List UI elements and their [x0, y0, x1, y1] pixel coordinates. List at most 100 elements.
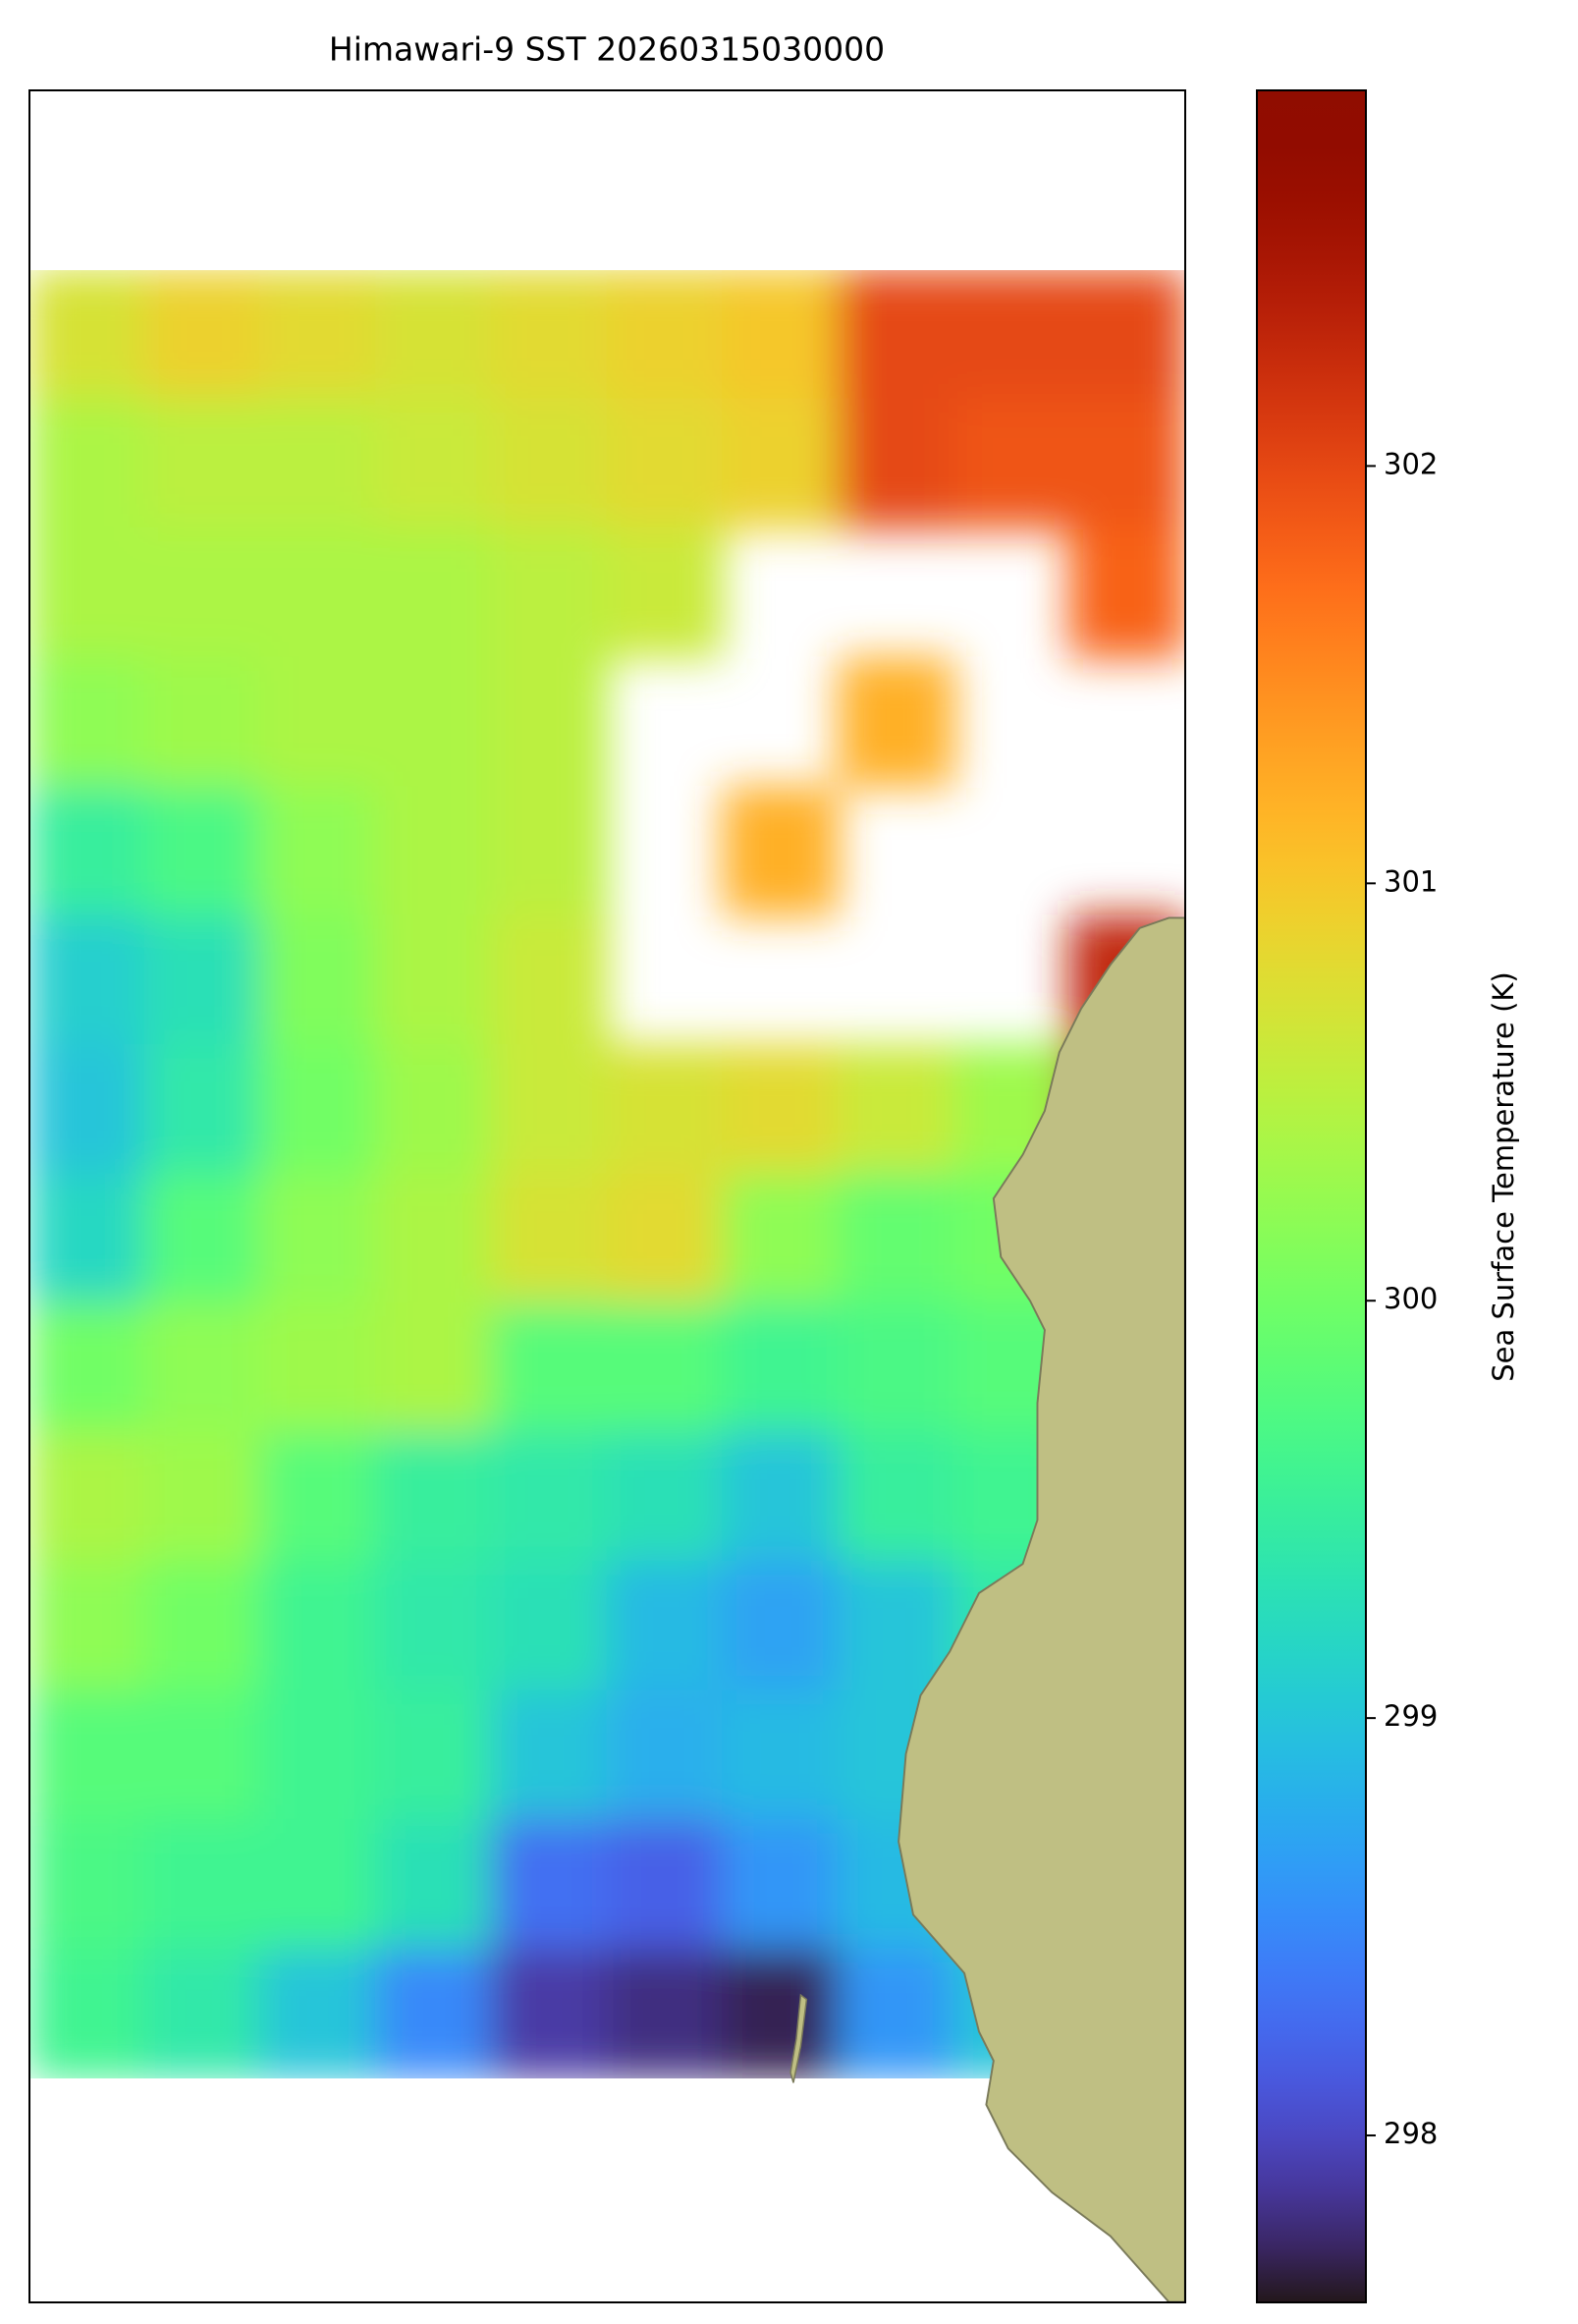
sst-cell	[143, 656, 262, 788]
sst-cell	[722, 1302, 840, 1434]
sst-cell	[490, 656, 609, 788]
sst-cell	[375, 656, 493, 788]
sst-cell	[490, 1044, 609, 1176]
sst-cell	[259, 914, 378, 1046]
sst-cell	[490, 1948, 609, 2078]
sst-cell	[29, 527, 146, 659]
sst-cell	[375, 1431, 493, 1563]
sst-cell	[29, 914, 146, 1046]
sst-cell	[606, 270, 725, 401]
sst-cell	[29, 1819, 146, 1951]
colorbar-tick-label: 298	[1384, 2117, 1438, 2150]
sst-cell	[143, 914, 262, 1046]
sst-cell	[29, 786, 146, 917]
sst-cell	[375, 914, 493, 1046]
sst-cell	[375, 398, 493, 529]
sst-cell	[29, 656, 146, 788]
sst-cell	[952, 398, 1071, 529]
sst-cell	[29, 1948, 146, 2078]
sst-cell	[143, 527, 262, 659]
sst-cell	[837, 1044, 955, 1176]
sst-cell	[259, 1948, 378, 2078]
sst-cell	[259, 527, 378, 659]
sst-cell	[606, 1044, 725, 1176]
sst-cell	[143, 1819, 262, 1951]
sst-cell	[722, 1044, 840, 1176]
sst-cell	[259, 1044, 378, 1176]
sst-cell	[29, 270, 146, 401]
sst-cell	[722, 1689, 840, 1821]
sst-cell	[606, 1689, 725, 1821]
colorbar-tick-label: 299	[1384, 1699, 1438, 1733]
sst-cell	[375, 1689, 493, 1821]
sst-cell	[722, 1173, 840, 1304]
sst-cell	[722, 1819, 840, 1951]
sst-cell	[722, 398, 840, 529]
sst-cell	[375, 1561, 493, 1692]
sst-cell	[490, 1431, 609, 1563]
sst-cell	[375, 1302, 493, 1434]
sst-cell	[375, 1044, 493, 1176]
sst-cell	[259, 656, 378, 788]
sst-cell	[606, 1561, 725, 1692]
chart-title: Himawari-9 SST 20260315030000	[329, 30, 885, 69]
coastline	[898, 916, 1186, 2303]
sst-cell	[259, 1173, 378, 1304]
sst-cell	[259, 1302, 378, 1434]
sst-cell	[143, 1173, 262, 1304]
sst-cell	[837, 398, 955, 529]
sst-cell	[29, 1431, 146, 1563]
sst-cell	[259, 786, 378, 917]
sst-cell	[952, 270, 1071, 401]
sst-cell	[722, 1431, 840, 1563]
sst-cell	[490, 527, 609, 659]
sst-cell	[259, 1561, 378, 1692]
sst-cell	[722, 1948, 840, 2078]
sst-cell	[143, 1689, 262, 1821]
sst-cell	[29, 1302, 146, 1434]
sst-cell	[490, 1561, 609, 1692]
sst-cell	[722, 270, 840, 401]
map-frame	[28, 89, 1186, 2303]
sst-cell	[490, 1689, 609, 1821]
sst-cell	[1068, 398, 1185, 529]
sst-cell	[837, 270, 955, 401]
sst-cell	[375, 786, 493, 917]
sst-cell	[259, 398, 378, 529]
sst-cell	[143, 786, 262, 917]
sst-cell	[606, 1173, 725, 1304]
sst-cell	[375, 270, 493, 401]
sst-cell	[143, 270, 262, 401]
sst-cell	[259, 270, 378, 401]
colorbar-tick-label: 300	[1384, 1282, 1438, 1315]
sst-cell	[490, 914, 609, 1046]
sst-cell	[29, 1689, 146, 1821]
sst-cell	[490, 1302, 609, 1434]
sst-cell	[29, 1561, 146, 1692]
sst-cell	[490, 270, 609, 401]
sst-cell	[837, 1302, 955, 1434]
sst-cell	[375, 1819, 493, 1951]
colorbar-tick-label: 302	[1384, 447, 1438, 480]
sst-cell	[29, 398, 146, 529]
sst-cell	[375, 1173, 493, 1304]
sst-cell	[143, 1302, 262, 1434]
sst-cell	[606, 1948, 725, 2078]
sst-cell	[143, 1561, 262, 1692]
sst-cell	[606, 1302, 725, 1434]
land	[789, 916, 1186, 2303]
sst-cell	[143, 1044, 262, 1176]
colorbar-label: Sea Surface Temperature (K)	[1487, 971, 1520, 1382]
sst-cell	[143, 398, 262, 529]
sst-cell	[722, 786, 840, 917]
sst-cell	[1068, 527, 1185, 659]
island	[789, 1993, 808, 2083]
sst-cell	[259, 1689, 378, 1821]
sst-cell	[606, 1819, 725, 1951]
sst-cell	[143, 1948, 262, 2078]
sst-cell	[837, 1431, 955, 1563]
sst-cell	[29, 1044, 146, 1176]
sst-cell	[375, 1948, 493, 2078]
colorbar	[1256, 89, 1367, 2303]
